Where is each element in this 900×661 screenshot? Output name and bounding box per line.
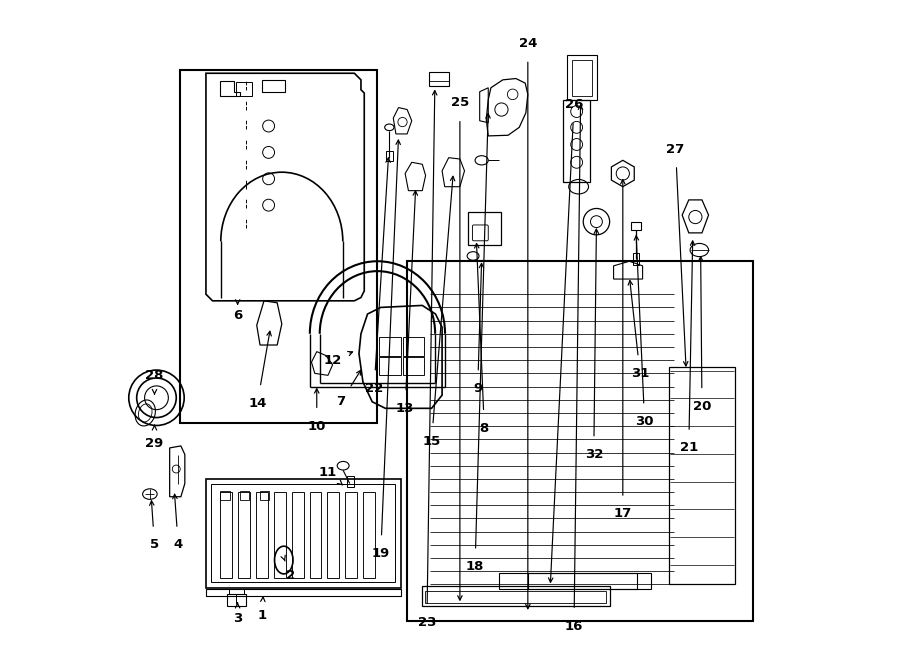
Text: 24: 24 bbox=[518, 37, 537, 50]
Bar bbox=[563, 100, 590, 182]
Text: 3: 3 bbox=[233, 612, 242, 625]
Text: 2: 2 bbox=[286, 569, 295, 582]
Text: 5: 5 bbox=[150, 538, 159, 551]
Text: 31: 31 bbox=[631, 367, 649, 380]
Text: 25: 25 bbox=[451, 97, 469, 110]
Bar bbox=[402, 337, 424, 356]
Bar bbox=[669, 367, 735, 584]
Bar bbox=[229, 589, 244, 594]
Text: 26: 26 bbox=[565, 98, 583, 112]
Text: 18: 18 bbox=[466, 560, 484, 573]
Bar bbox=[262, 80, 285, 92]
Bar bbox=[634, 253, 639, 264]
Bar bbox=[236, 82, 252, 97]
Bar bbox=[180, 70, 377, 423]
Bar bbox=[292, 492, 303, 578]
Text: 7: 7 bbox=[337, 395, 346, 408]
Bar bbox=[567, 55, 597, 100]
Bar bbox=[386, 151, 392, 161]
Bar bbox=[328, 492, 339, 578]
Bar bbox=[238, 492, 250, 578]
Bar bbox=[256, 492, 268, 578]
Text: 30: 30 bbox=[635, 415, 653, 428]
Bar bbox=[347, 476, 354, 487]
Bar bbox=[206, 589, 400, 596]
Bar bbox=[429, 72, 449, 87]
Bar bbox=[632, 222, 642, 230]
Text: 11: 11 bbox=[319, 466, 338, 479]
Text: 19: 19 bbox=[372, 547, 390, 560]
Text: 29: 29 bbox=[146, 438, 164, 450]
Bar bbox=[227, 594, 246, 606]
Text: 1: 1 bbox=[257, 609, 266, 622]
Text: 28: 28 bbox=[145, 369, 164, 382]
Bar bbox=[469, 212, 501, 245]
Text: 21: 21 bbox=[680, 442, 698, 454]
Bar bbox=[527, 572, 636, 589]
Text: 6: 6 bbox=[233, 309, 242, 323]
Bar bbox=[274, 492, 286, 578]
Text: 16: 16 bbox=[565, 619, 583, 633]
Bar bbox=[572, 60, 592, 97]
Bar bbox=[220, 492, 232, 578]
Text: 4: 4 bbox=[174, 538, 183, 551]
Text: 14: 14 bbox=[248, 397, 266, 410]
Text: 27: 27 bbox=[667, 143, 685, 155]
Text: 12: 12 bbox=[323, 354, 342, 367]
Bar bbox=[206, 479, 400, 588]
Text: 13: 13 bbox=[396, 402, 414, 415]
Bar bbox=[220, 490, 230, 500]
Text: 10: 10 bbox=[308, 420, 326, 433]
Bar bbox=[425, 591, 607, 603]
Bar bbox=[380, 337, 400, 356]
Bar bbox=[407, 261, 753, 621]
Bar bbox=[402, 357, 424, 375]
Text: 22: 22 bbox=[365, 382, 383, 395]
Text: 17: 17 bbox=[614, 508, 632, 520]
Text: 15: 15 bbox=[422, 435, 441, 447]
Bar bbox=[422, 586, 610, 606]
Bar bbox=[260, 490, 269, 500]
Text: 32: 32 bbox=[585, 448, 603, 461]
Bar bbox=[380, 357, 400, 375]
Text: 20: 20 bbox=[693, 400, 711, 413]
Bar bbox=[345, 492, 357, 578]
Bar bbox=[500, 572, 652, 589]
Bar bbox=[212, 485, 395, 582]
Text: 23: 23 bbox=[418, 615, 436, 629]
Text: 9: 9 bbox=[473, 382, 482, 395]
Bar bbox=[363, 492, 374, 578]
Bar bbox=[310, 492, 321, 578]
Bar bbox=[240, 490, 249, 500]
Text: 8: 8 bbox=[480, 422, 489, 435]
